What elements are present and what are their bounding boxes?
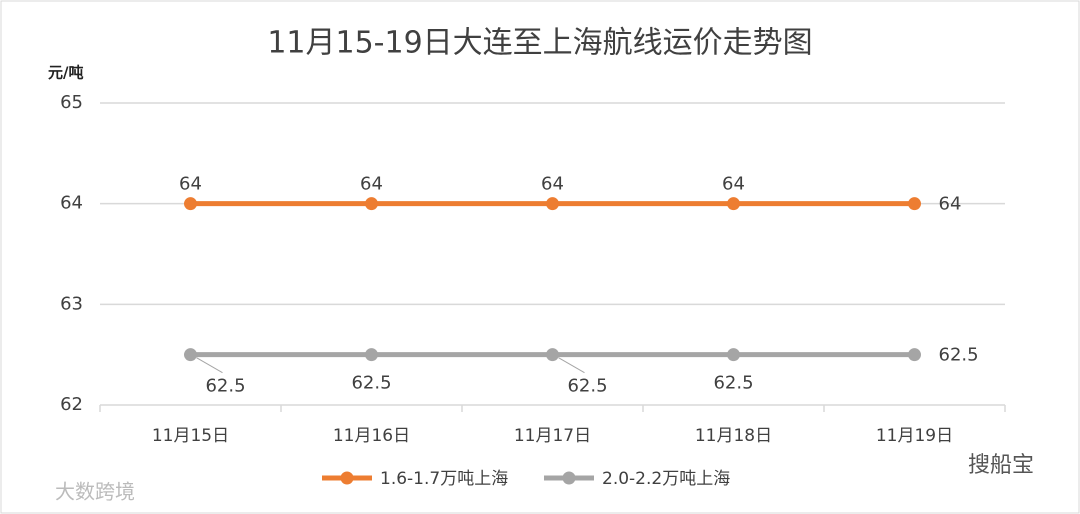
data-label: 62.5 xyxy=(939,345,979,366)
data-label: 64 xyxy=(939,194,962,215)
data-point xyxy=(727,197,740,211)
data-label: 64 xyxy=(722,174,745,195)
y-tick-label: 64 xyxy=(60,193,83,214)
data-point xyxy=(365,348,378,362)
data-point xyxy=(184,197,197,211)
y-axis-label: 元/吨 xyxy=(48,64,83,82)
x-tick-label: 11月15日 xyxy=(152,426,229,446)
x-tick-label: 11月16日 xyxy=(333,426,410,446)
legend-marker xyxy=(340,471,354,485)
data-label: 64 xyxy=(541,174,564,195)
x-tick-label: 11月17日 xyxy=(514,426,591,446)
data-label: 62.5 xyxy=(351,373,391,394)
data-label: 62.5 xyxy=(567,376,607,397)
data-label: 62.5 xyxy=(713,373,753,394)
data-point xyxy=(908,197,921,211)
data-label: 64 xyxy=(179,174,202,195)
y-tick-label: 65 xyxy=(60,92,83,113)
y-tick-label: 62 xyxy=(60,394,83,415)
data-point xyxy=(365,197,378,211)
x-tick-label: 11月18日 xyxy=(695,426,772,446)
watermark: 搜船宝 xyxy=(968,453,1034,478)
data-label: 64 xyxy=(360,174,383,195)
chart-title: 11月15-19日大连至上海航线运价走势图 xyxy=(267,26,812,61)
watermark: 大数跨境 xyxy=(55,480,135,504)
leader-line xyxy=(196,357,223,374)
legend-marker xyxy=(562,471,576,485)
data-point xyxy=(546,197,559,211)
data-point xyxy=(184,348,197,362)
data-point xyxy=(727,348,740,362)
y-tick-label: 63 xyxy=(60,293,83,314)
leader-line xyxy=(558,357,585,374)
legend-label: 2.0-2.2万吨上海 xyxy=(602,469,730,489)
legend-label: 1.6-1.7万吨上海 xyxy=(380,469,508,489)
data-point xyxy=(908,348,921,362)
data-point xyxy=(546,348,559,362)
x-tick-label: 11月19日 xyxy=(876,426,953,446)
data-label: 62.5 xyxy=(205,376,245,397)
